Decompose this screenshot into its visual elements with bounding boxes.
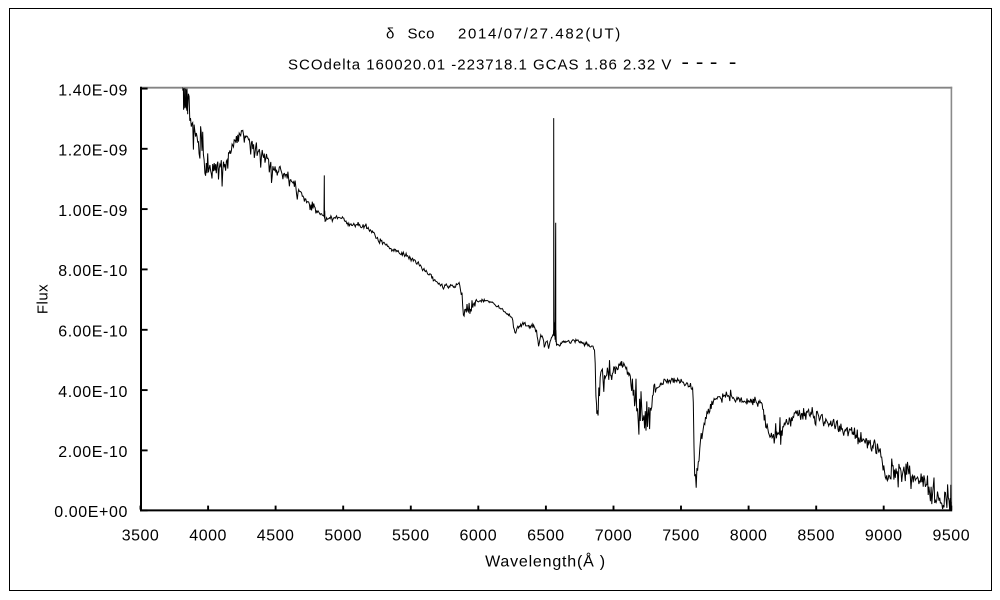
svg-text:9500: 9500 [933,528,971,545]
svg-text:8.00E-10: 8.00E-10 [58,263,128,280]
svg-text:2014/07/27.482(UT): 2014/07/27.482(UT) [458,25,622,42]
svg-text:4.00E-10: 4.00E-10 [58,384,128,401]
svg-text:1.20E-09: 1.20E-09 [58,143,128,160]
svg-text:Wavelength(Å ): Wavelength(Å ) [485,552,606,571]
svg-text:3500: 3500 [122,528,160,545]
svg-text:1.00E-09: 1.00E-09 [58,203,128,220]
svg-text:0.00E+00: 0.00E+00 [54,504,128,521]
svg-text:6000: 6000 [460,528,498,545]
svg-text:Flux: Flux [34,284,51,314]
svg-text:δ: δ [386,25,394,42]
svg-text:4500: 4500 [257,528,295,545]
svg-text:7500: 7500 [662,528,700,545]
svg-text:6.00E-10: 6.00E-10 [58,324,128,341]
svg-text:5500: 5500 [392,528,430,545]
svg-text:1.40E-09: 1.40E-09 [58,82,128,99]
svg-text:6500: 6500 [527,528,565,545]
svg-text:Sco: Sco [408,25,436,42]
svg-text:2.00E-10: 2.00E-10 [58,444,128,461]
svg-text:8500: 8500 [797,528,835,545]
svg-text:SCOdelta 160020.01 -223718.1 G: SCOdelta 160020.01 -223718.1 GCAS 1.86 2… [288,57,672,74]
svg-text:7000: 7000 [595,528,633,545]
svg-text:4000: 4000 [189,528,227,545]
svg-text:8000: 8000 [730,528,768,545]
svg-text:9000: 9000 [865,528,903,545]
svg-text:5000: 5000 [324,528,362,545]
